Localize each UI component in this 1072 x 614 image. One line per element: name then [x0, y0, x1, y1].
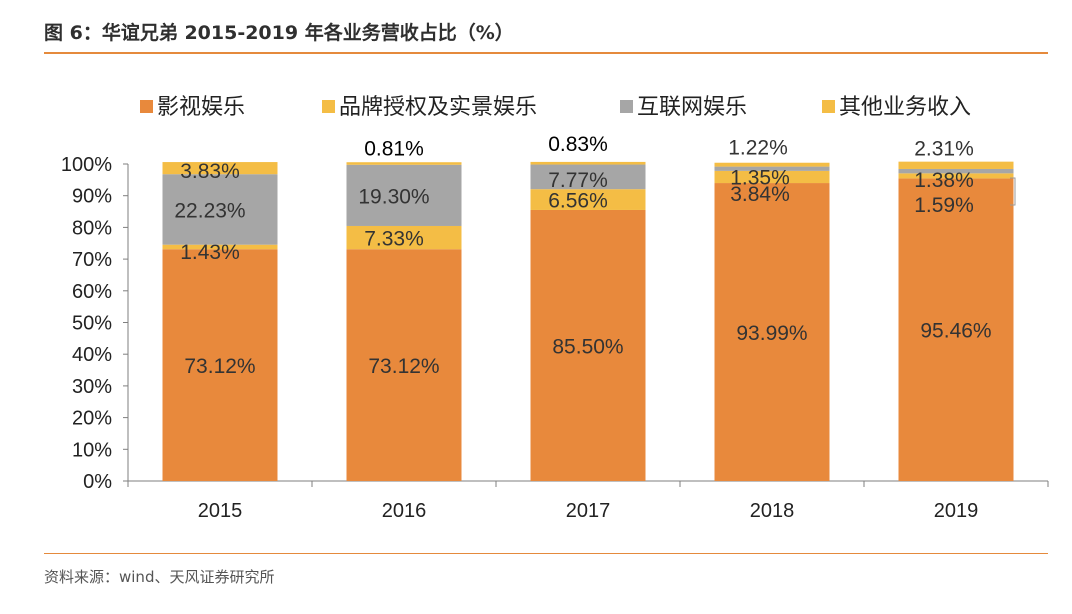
- y-tick-label: 0%: [83, 471, 112, 493]
- x-tick-label: 2019: [934, 500, 979, 522]
- bar-segment-2: [898, 173, 1014, 179]
- legend-label: 品牌授权及实景娱乐: [339, 95, 537, 120]
- bar-segment-3: [346, 164, 462, 226]
- data-label: 6.56%: [548, 190, 608, 213]
- x-tick-label: 2015: [198, 500, 243, 522]
- y-tick-label: 100%: [61, 154, 112, 176]
- data-label: 19.30%: [358, 185, 429, 208]
- legend-label: 互联网娱乐: [637, 95, 747, 120]
- bar-segment-3: [714, 166, 830, 171]
- bar-segment-4: [714, 162, 830, 167]
- bar-segment-4: [898, 161, 1014, 169]
- data-label: 1.35%: [730, 167, 790, 190]
- y-tick-label: 70%: [72, 249, 112, 271]
- y-tick-label: 80%: [72, 217, 112, 239]
- data-label: 2.31%: [914, 137, 974, 160]
- data-label: 3.83%: [180, 160, 240, 183]
- data-label: 3.84%: [730, 183, 790, 206]
- bar-segment-2: [714, 170, 830, 184]
- bar-segment-2: [346, 225, 462, 250]
- bar-segment-1: [898, 178, 1014, 482]
- bar-segment-2: [530, 189, 646, 210]
- y-tick-label: 10%: [72, 439, 112, 461]
- legend-swatch: [620, 100, 633, 113]
- data-label: 85.50%: [552, 335, 623, 358]
- data-label: 73.12%: [184, 355, 255, 378]
- bar-segment-1: [346, 249, 462, 481]
- data-label: 1.43%: [180, 241, 240, 264]
- bar-segment-1: [714, 183, 830, 481]
- data-label: 1.38%: [914, 169, 974, 192]
- bar-segment-1: [162, 249, 278, 481]
- legend-swatch: [822, 100, 835, 113]
- y-tick-label: 60%: [72, 281, 112, 303]
- data-label: 7.77%: [548, 169, 608, 192]
- bar-segment-3: [162, 174, 278, 245]
- bar-segment-4: [530, 161, 646, 165]
- chart-title: 图 6：华谊兄弟 2015-2019 年各业务营收占比（%）: [44, 22, 514, 44]
- top-divider: [44, 52, 1048, 54]
- bar-segment-4: [346, 162, 462, 165]
- legend-label: 影视娱乐: [157, 95, 245, 120]
- data-label: 0.81%: [364, 138, 424, 161]
- bottom-divider: [44, 553, 1048, 554]
- y-tick-label: 30%: [72, 376, 112, 398]
- legend-label: 其他业务收入: [839, 95, 971, 120]
- data-label: 1.59%: [914, 194, 974, 217]
- bar-segment-3: [898, 168, 1014, 174]
- bar-segment-2: [162, 244, 278, 250]
- data-label: 95.46%: [920, 320, 991, 343]
- bar-segment-1: [530, 209, 646, 481]
- data-label: 73.12%: [368, 355, 439, 378]
- bar-segment-3: [530, 164, 646, 190]
- x-tick-label: 2018: [750, 500, 795, 522]
- y-tick-label: 90%: [72, 186, 112, 208]
- data-label: 7.33%: [364, 228, 424, 251]
- y-tick-label: 50%: [72, 313, 112, 335]
- data-label: 22.23%: [174, 199, 245, 222]
- legend-swatch: [322, 100, 335, 113]
- source-note: 资料来源：wind、天风证券研究所: [44, 568, 275, 586]
- legend-swatch: [140, 100, 153, 113]
- bar-segment-4: [162, 162, 278, 175]
- x-tick-label: 2017: [566, 500, 611, 522]
- x-tick-label: 2016: [382, 500, 427, 522]
- y-tick-label: 20%: [72, 408, 112, 430]
- data-label: 93.99%: [736, 322, 807, 345]
- y-tick-label: 40%: [72, 344, 112, 366]
- leader-line: [1010, 177, 1016, 206]
- data-label: 1.22%: [728, 137, 788, 160]
- data-label: 0.83%: [548, 133, 608, 156]
